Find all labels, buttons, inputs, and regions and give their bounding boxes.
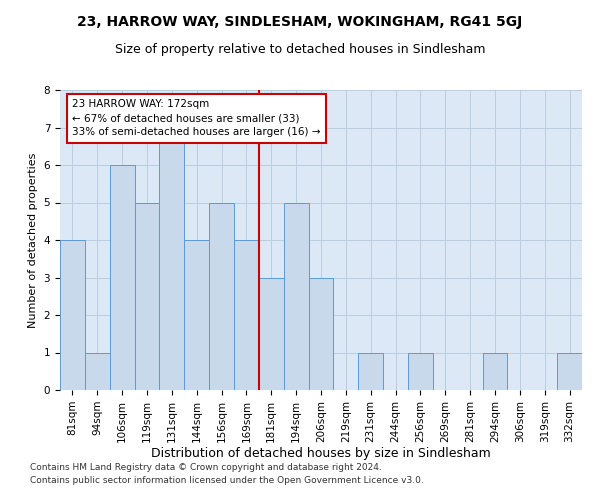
Bar — [308, 278, 334, 390]
Bar — [85, 352, 110, 390]
Bar — [557, 352, 582, 390]
Text: Contains HM Land Registry data © Crown copyright and database right 2024.: Contains HM Land Registry data © Crown c… — [30, 464, 382, 472]
Bar — [110, 165, 134, 390]
Bar — [408, 352, 433, 390]
Text: Contains public sector information licensed under the Open Government Licence v3: Contains public sector information licen… — [30, 476, 424, 485]
Bar — [134, 202, 160, 390]
Text: Size of property relative to detached houses in Sindlesham: Size of property relative to detached ho… — [115, 42, 485, 56]
Y-axis label: Number of detached properties: Number of detached properties — [28, 152, 38, 328]
Bar — [482, 352, 508, 390]
Text: 23, HARROW WAY, SINDLESHAM, WOKINGHAM, RG41 5GJ: 23, HARROW WAY, SINDLESHAM, WOKINGHAM, R… — [77, 15, 523, 29]
Bar — [160, 128, 184, 390]
Bar — [284, 202, 308, 390]
X-axis label: Distribution of detached houses by size in Sindlesham: Distribution of detached houses by size … — [151, 448, 491, 460]
Bar — [209, 202, 234, 390]
Bar — [184, 240, 209, 390]
Bar — [259, 278, 284, 390]
Text: 23 HARROW WAY: 172sqm
← 67% of detached houses are smaller (33)
33% of semi-deta: 23 HARROW WAY: 172sqm ← 67% of detached … — [73, 100, 321, 138]
Bar — [358, 352, 383, 390]
Bar — [60, 240, 85, 390]
Bar — [234, 240, 259, 390]
